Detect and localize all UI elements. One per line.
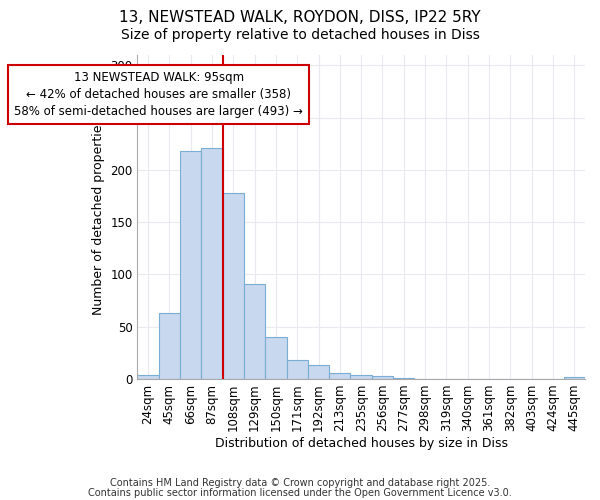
Bar [265,337,287,379]
Text: Contains HM Land Registry data © Crown copyright and database right 2025.: Contains HM Land Registry data © Crown c… [110,478,490,488]
Text: Size of property relative to detached houses in Diss: Size of property relative to detached ho… [121,28,479,42]
Bar [563,377,585,379]
Text: 13 NEWSTEAD WALK: 95sqm
← 42% of detached houses are smaller (358)
58% of semi-d: 13 NEWSTEAD WALK: 95sqm ← 42% of detache… [14,70,303,118]
Bar [223,193,244,379]
Bar [372,376,393,379]
X-axis label: Distribution of detached houses by size in Diss: Distribution of detached houses by size … [215,437,508,450]
Bar [329,372,350,379]
Bar [158,313,180,379]
Bar [393,378,415,379]
Bar [308,366,329,379]
Text: 13, NEWSTEAD WALK, ROYDON, DISS, IP22 5RY: 13, NEWSTEAD WALK, ROYDON, DISS, IP22 5R… [119,10,481,25]
Bar [244,284,265,379]
Bar [137,375,158,379]
Bar [180,151,201,379]
Bar [350,375,372,379]
Bar [287,360,308,379]
Text: Contains public sector information licensed under the Open Government Licence v3: Contains public sector information licen… [88,488,512,498]
Y-axis label: Number of detached properties: Number of detached properties [92,118,104,316]
Bar [201,148,223,379]
